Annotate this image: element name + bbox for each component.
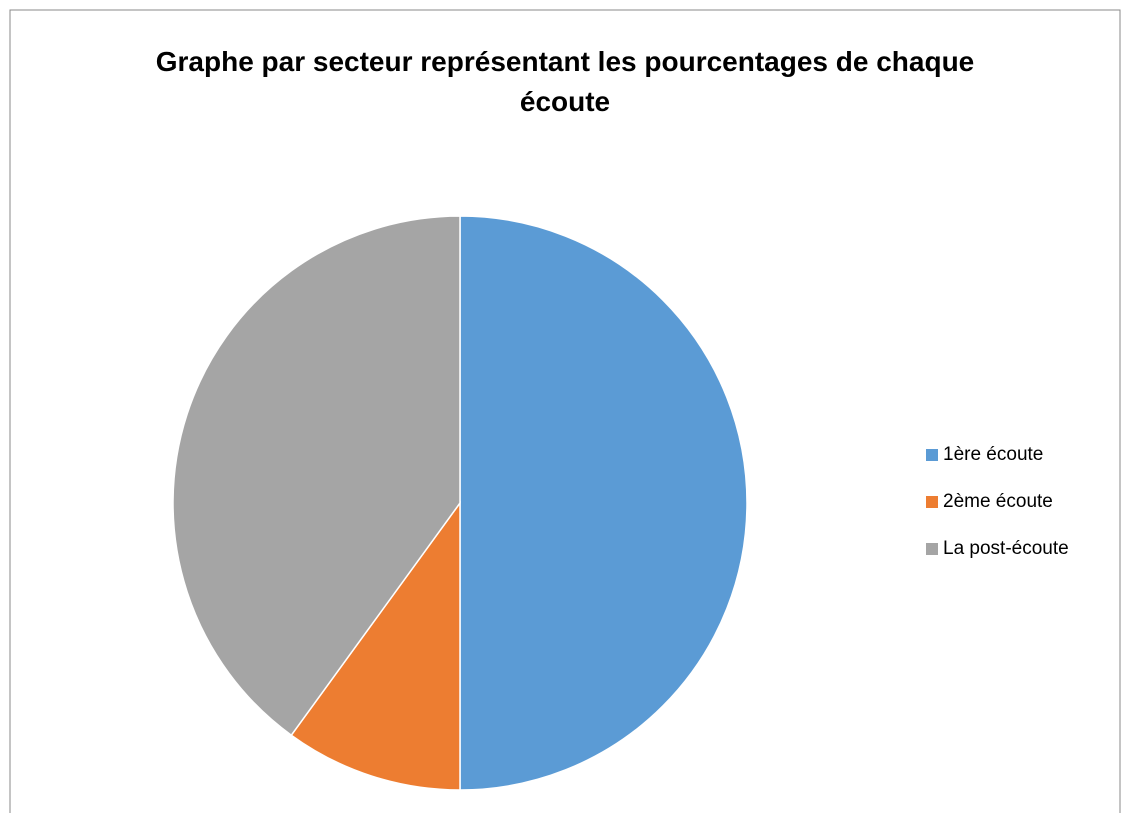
chart-title: Graphe par secteur représentant les pour… [155,46,975,117]
legend-label: La post-écoute [943,538,1069,559]
chart-frame [9,9,1121,813]
legend-swatch [926,543,938,555]
pie-slice [290,500,461,791]
pie-slice [459,215,748,791]
pie-slice [172,215,461,737]
legend-swatch [926,449,938,461]
legend-label: 1ère écoute [943,444,1043,465]
legend-label: 2ème écoute [943,491,1053,512]
legend-swatch [926,496,938,508]
